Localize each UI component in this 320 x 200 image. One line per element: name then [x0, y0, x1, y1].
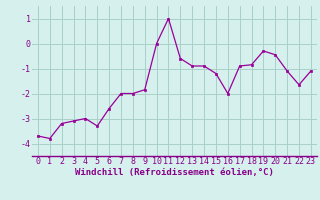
- X-axis label: Windchill (Refroidissement éolien,°C): Windchill (Refroidissement éolien,°C): [75, 168, 274, 177]
